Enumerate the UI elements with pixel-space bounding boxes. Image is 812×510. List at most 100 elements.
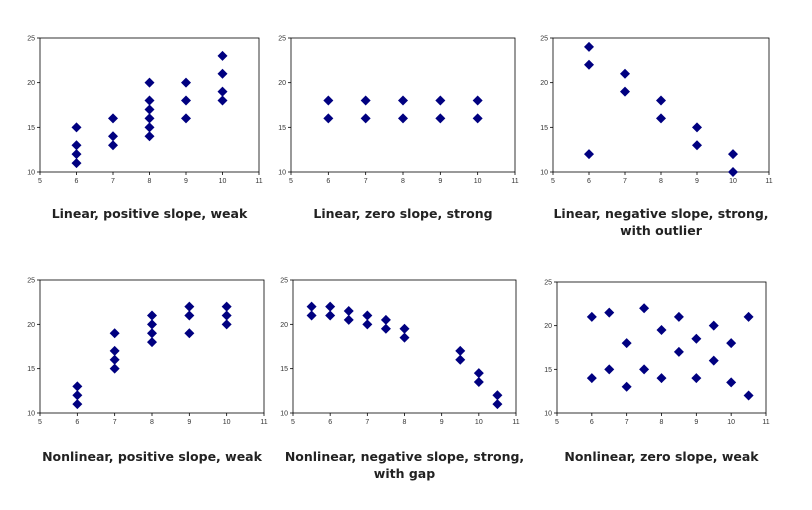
data-point-diamond [181,113,191,124]
data-point-diamond [639,303,650,314]
y-tick-label: 25 [278,36,286,43]
data-point-diamond [743,390,754,401]
x-tick-label: 5 [551,178,555,185]
y-tick-label: 10 [544,411,552,418]
data-point-diamond [584,41,594,52]
data-point-diamond [399,332,410,343]
data-point-diamond [323,95,334,106]
data-point-diamond [728,149,738,160]
x-tick-label: 6 [328,419,332,426]
data-point-diamond [473,368,484,379]
data-point-diamond [673,346,684,357]
chart-caption: Nonlinear, positive slope, weak [10,448,294,465]
data-point-diamond [71,158,82,169]
x-tick-label: 9 [187,419,191,426]
caption-line: Nonlinear, zero slope, weak [564,449,759,464]
scatter-panel-3: 5 6 7 8 9 10 11 10 15 20 25 [540,36,773,186]
data-point-diamond [435,95,446,106]
data-point-diamond [691,373,702,384]
caption-line: Nonlinear, positive slope, weak [42,449,262,464]
data-point-diamond [109,328,120,339]
data-point-diamond [343,306,354,317]
x-tick-label: 5 [289,178,293,185]
y-tick-label: 15 [540,125,548,132]
scatter-plot: 5 6 7 8 9 10 11 10 15 20 25 [540,36,773,186]
data-point-diamond [473,376,484,387]
data-point-diamond [692,140,702,151]
y-tick-label: 10 [540,170,548,177]
data-point-diamond [325,301,336,312]
data-point-diamond [399,323,410,334]
y-tick-label: 20 [540,80,548,87]
x-tick-label: 10 [474,178,482,185]
x-tick-label: 5 [555,419,559,426]
scatter-panel-4: 5 6 7 8 9 10 11 10 15 20 25 [27,278,268,427]
data-point-diamond [144,104,155,115]
y-tick-label: 25 [27,278,35,285]
data-point-diamond [147,310,157,321]
x-tick-label: 10 [727,419,735,426]
x-tick-label: 9 [184,178,188,185]
caption-line: Nonlinear, negative slope, strong, [284,449,525,464]
x-tick-label: 6 [75,178,79,185]
y-tick-label: 20 [278,80,286,87]
data-point-diamond [708,320,719,331]
data-point-diamond [147,319,157,330]
y-tick-label: 20 [280,322,288,329]
x-tick-label: 7 [111,178,115,185]
data-point-diamond [306,301,317,312]
y-tick-label: 25 [280,278,288,285]
data-point-diamond [435,113,446,124]
data-point-diamond [71,122,82,133]
scatter-panel-1: 5 6 7 8 9 10 11 10 15 20 25 [27,36,263,186]
x-tick-label: 8 [403,419,407,426]
y-tick-label: 25 [27,36,35,43]
y-tick-label: 20 [27,322,35,329]
x-tick-label: 10 [223,419,231,426]
data-point-diamond [71,140,82,151]
x-tick-label: 11 [511,178,518,185]
x-tick-label: 7 [625,419,629,426]
x-tick-label: 9 [695,178,699,185]
data-point-diamond [604,307,615,318]
data-point-diamond [71,149,82,160]
x-tick-label: 5 [38,419,42,426]
y-tick-label: 15 [27,125,35,132]
data-point-diamond [109,363,120,374]
y-tick-label: 15 [27,366,35,373]
x-tick-label: 10 [219,178,227,185]
data-point-diamond [639,364,650,375]
data-point-diamond [455,354,466,365]
data-point-diamond [380,314,391,325]
y-tick-label: 10 [280,411,288,418]
y-tick-label: 15 [544,367,552,374]
scatter-plot: 5 6 7 8 9 10 11 10 15 20 25 [278,36,519,186]
x-tick-label: 10 [729,178,737,185]
data-point-diamond [604,364,615,375]
data-point-diamond [144,113,155,124]
data-point-diamond [217,68,228,79]
data-point-diamond [217,50,228,61]
data-point-diamond [692,122,702,133]
data-point-diamond [217,95,228,106]
data-point-diamond [584,59,594,70]
scatter-plot: 5 6 7 8 9 10 11 10 15 20 25 [280,278,520,427]
data-point-diamond [72,399,83,410]
data-point-diamond [673,311,684,322]
data-point-diamond [728,167,738,177]
chart-caption: Nonlinear, negative slope, strong, with g… [263,448,546,482]
data-point-diamond [343,314,354,325]
data-point-diamond [184,328,195,339]
data-point-diamond [620,68,630,79]
y-tick-label: 20 [27,80,35,87]
data-point-diamond [221,301,232,312]
data-point-diamond [472,95,483,106]
x-tick-label: 7 [113,419,117,426]
data-point-diamond [656,113,666,124]
scatter-panel-5: 5 6 7 8 9 10 11 10 15 20 25 [280,278,520,427]
y-tick-label: 10 [27,411,35,418]
data-point-diamond [181,77,191,88]
x-tick-label: 9 [440,419,444,426]
data-point-diamond [147,337,157,348]
caption-line: with outlier [620,223,702,238]
